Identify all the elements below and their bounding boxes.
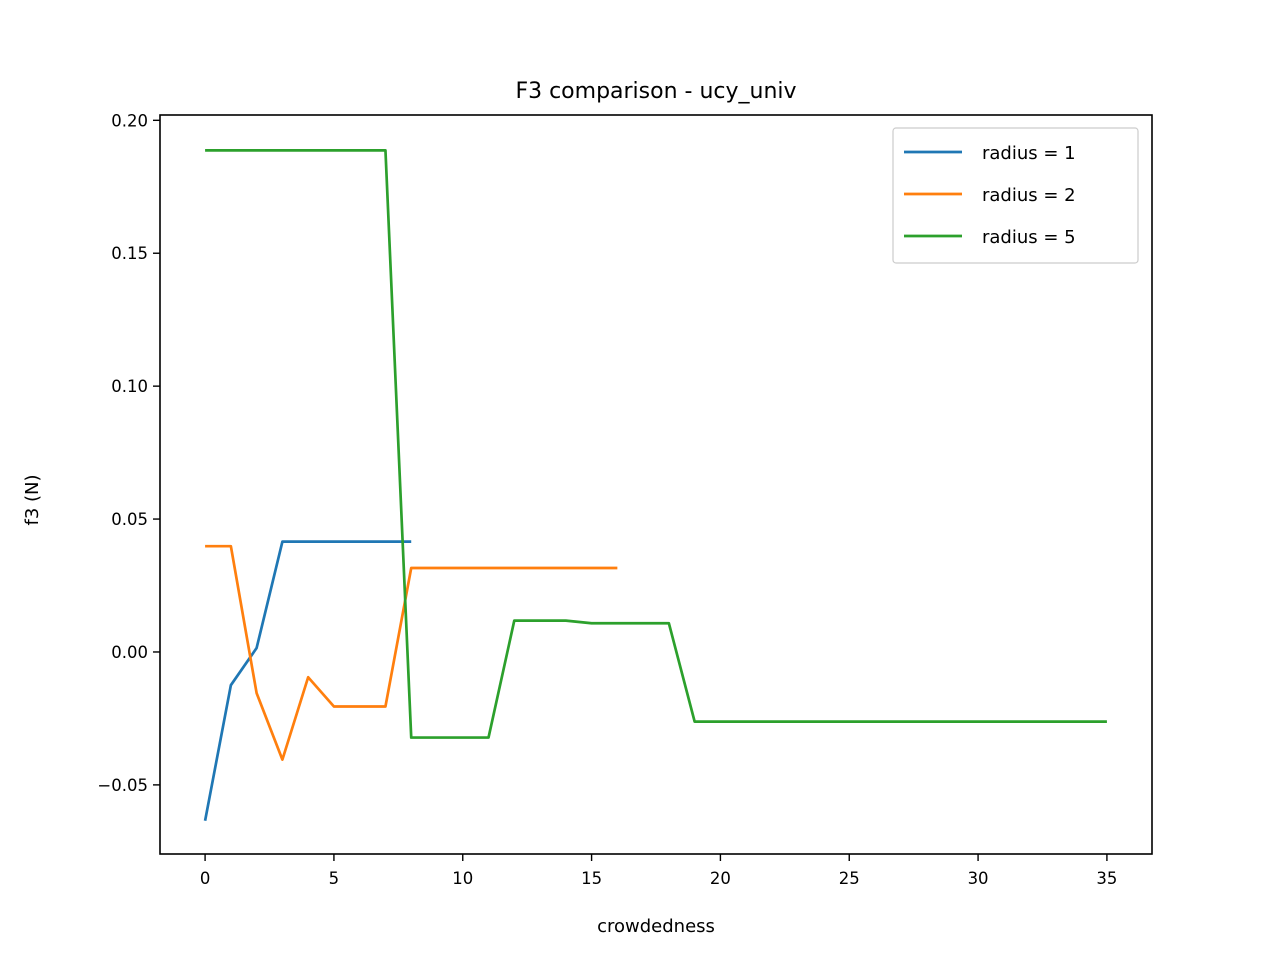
axes-frame (159, 114, 1153, 855)
legend-label: radius = 1 (982, 143, 1076, 164)
x-tick-label: 20 (710, 869, 731, 888)
x-tick-label: 30 (968, 869, 989, 888)
x-tick-label: 10 (452, 869, 473, 888)
series-line-1 (203, 540, 412, 822)
x-tick-label: 15 (581, 869, 602, 888)
y-tick-label: 0.00 (111, 643, 148, 662)
x-tick-label: 0 (200, 869, 211, 888)
y-tick-label: 0.10 (111, 377, 148, 396)
series-line-2 (205, 544, 618, 761)
y-tick-label: 0.15 (111, 244, 148, 263)
x-axis-label: crowdedness (597, 916, 715, 937)
plot-area: 0 5 10 15 20 25 30 35 −0.05 0.00 0.05 0.10 0.15 0.20 (97, 111, 1117, 888)
legend-label: radius = 5 (982, 227, 1076, 248)
x-tick-label: 35 (1096, 869, 1117, 888)
series-line-3 (205, 149, 1107, 739)
legend-box (892, 127, 1139, 264)
legend: radius = 1 radius = 2 radius = 5 (892, 127, 1139, 264)
legend-label: radius = 2 (982, 185, 1076, 206)
y-tick-label: 0.20 (111, 111, 148, 130)
x-tick-label: 25 (839, 869, 860, 888)
y-axis-label: f3 (N) (22, 474, 43, 525)
y-tick-label: −0.05 (97, 776, 148, 795)
y-tick-label: 0.05 (111, 510, 148, 529)
x-tick-label: 5 (329, 869, 340, 888)
chart-title: F3 comparison - ucy_univ (515, 79, 796, 104)
